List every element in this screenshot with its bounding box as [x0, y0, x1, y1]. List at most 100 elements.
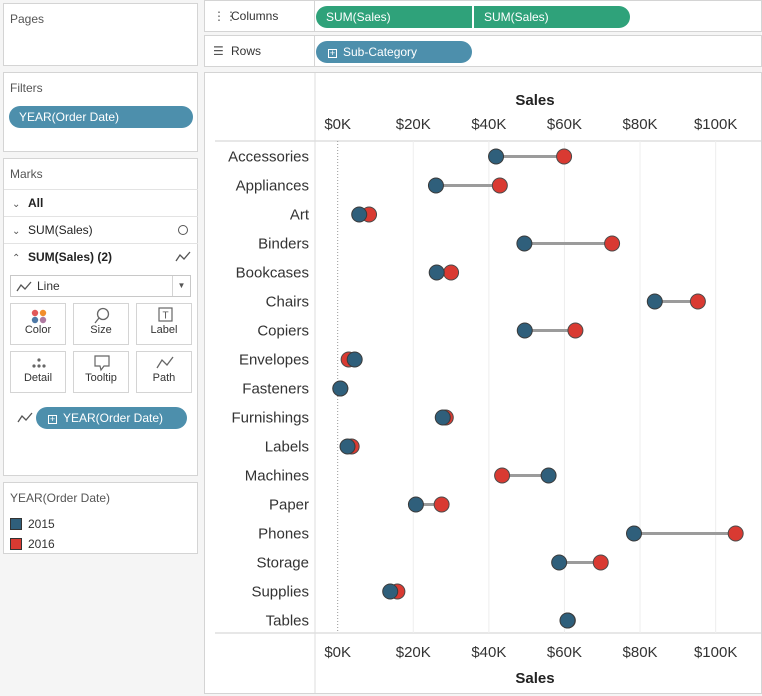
filters-title: Filters: [10, 81, 43, 95]
point-2015: [516, 235, 533, 252]
detail-icon: [32, 358, 46, 368]
tooltip-card[interactable]: Tooltip: [73, 351, 129, 393]
point-2016: [443, 264, 460, 281]
category-label: Phones: [258, 526, 309, 543]
line-mark-icon: [16, 281, 32, 292]
category-label: Labels: [265, 439, 309, 456]
point-2016: [604, 235, 621, 252]
legend-swatch-2016: [10, 538, 22, 550]
filter-pill-year[interactable]: YEAR(Order Date): [9, 106, 193, 128]
columns-shelf[interactable]: ⋮⋮Columns SUM(Sales) SUM(Sales): [204, 0, 762, 32]
marks-title: Marks: [10, 167, 43, 181]
category-label: Fasteners: [242, 381, 309, 398]
point-2016: [727, 525, 744, 542]
x-tick-label-top: $0K: [324, 116, 351, 133]
category-label: Tables: [266, 613, 309, 630]
chevron-down-icon: ⌄: [12, 199, 21, 210]
label-card[interactable]: T Label: [136, 303, 192, 345]
point-2016: [491, 177, 508, 194]
rows-pill-subcategory[interactable]: + Sub-Category: [316, 41, 472, 63]
marks-row-label: SUM(Sales): [28, 223, 93, 237]
marks-row-label: SUM(Sales) (2): [28, 250, 113, 264]
expand-icon: +: [328, 48, 337, 58]
columns-pill-sales-1[interactable]: SUM(Sales): [316, 6, 472, 28]
pages-panel: Pages: [3, 3, 198, 66]
rows-icon: ☰: [213, 44, 224, 58]
category-label: Accessories: [228, 149, 309, 166]
line-mark-icon: [175, 251, 191, 262]
columns-label-text: Columns: [231, 9, 279, 23]
path-pill-label: YEAR(Order Date): [63, 411, 164, 425]
x-axis-title-top: Sales: [515, 92, 554, 109]
tooltip-card-label: Tooltip: [85, 372, 117, 384]
expand-icon: +: [48, 414, 57, 424]
color-card-label: Color: [24, 324, 52, 336]
marks-row-all[interactable]: ⌄ All: [4, 189, 198, 216]
legend-label-2015: 2015: [28, 517, 55, 531]
point-2015: [339, 438, 356, 455]
chart-area: Accessories Appliances Art Binders Bookcases…: [204, 72, 762, 694]
color-dots-icon: [31, 309, 47, 324]
point-2015: [516, 322, 533, 339]
point-2016: [689, 293, 706, 310]
category-label: Art: [290, 207, 310, 224]
path-card[interactable]: Path: [136, 351, 192, 393]
point-2016: [494, 467, 511, 484]
rows-label-text: Rows: [231, 44, 262, 58]
mark-type-label: Line: [37, 279, 60, 293]
x-tick-label-bottom: $80K: [623, 644, 658, 661]
point-2015: [540, 467, 557, 484]
legend-title: YEAR(Order Date): [10, 491, 111, 505]
point-2015: [346, 351, 363, 368]
mark-type-dropdown[interactable]: Line ▼: [10, 275, 191, 297]
rows-shelf[interactable]: ☰ Rows + Sub-Category: [204, 35, 762, 67]
color-card[interactable]: Color: [10, 303, 66, 345]
x-tick-label-bottom: $60K: [547, 644, 582, 661]
circle-mark-icon: [178, 225, 188, 235]
svg-text:T: T: [162, 311, 168, 322]
columns-shelf-label: ⋮⋮Columns: [205, 1, 315, 31]
detail-card[interactable]: Detail: [10, 351, 66, 393]
legend-swatch-2015: [10, 518, 22, 530]
point-2015: [427, 177, 444, 194]
rows-shelf-label: ☰ Rows: [205, 36, 315, 66]
category-label: Binders: [258, 236, 309, 253]
point-2015: [434, 409, 451, 426]
legend-item-2016[interactable]: 2016: [10, 537, 55, 551]
point-2015: [559, 612, 576, 629]
x-axis-title-bottom: Sales: [515, 670, 554, 687]
marks-row-label: All: [28, 196, 44, 210]
size-card-label: Size: [90, 324, 112, 336]
marks-row-sum-sales-2[interactable]: ⌃ SUM(Sales) (2): [4, 243, 198, 270]
category-label: Supplies: [251, 584, 309, 601]
category-label: Copiers: [257, 323, 309, 340]
point-2015: [626, 525, 643, 542]
pages-title: Pages: [10, 12, 45, 26]
point-2015: [332, 380, 349, 397]
tooltip-icon: [94, 355, 110, 372]
columns-icon: ⋮⋮: [213, 9, 237, 23]
path-card-label: Path: [152, 372, 176, 384]
category-label: Appliances: [236, 178, 309, 195]
point-2015: [351, 206, 368, 223]
label-icon: T: [158, 307, 173, 322]
color-legend: YEAR(Order Date) 2015 2016: [3, 482, 198, 554]
path-pill-year[interactable]: + YEAR(Order Date): [36, 407, 187, 429]
chevron-down-icon: ⌄: [12, 226, 21, 237]
columns-pill-sales-2[interactable]: SUM(Sales): [474, 6, 630, 28]
size-card[interactable]: Size: [73, 303, 129, 345]
marks-row-sum-sales[interactable]: ⌄ SUM(Sales): [4, 216, 198, 243]
category-label: Furnishings: [231, 410, 309, 427]
category-label: Machines: [245, 468, 309, 485]
legend-item-2015[interactable]: 2015: [10, 517, 55, 531]
x-tick-label-bottom: $0K: [324, 644, 351, 661]
point-2016: [433, 496, 450, 513]
point-2016: [556, 148, 573, 165]
category-label: Bookcases: [236, 265, 309, 282]
size-icon: [94, 307, 110, 324]
point-2015: [382, 583, 399, 600]
x-tick-label-bottom: $40K: [471, 644, 506, 661]
detail-card-label: Detail: [23, 372, 53, 384]
x-tick-label-bottom: $20K: [396, 644, 431, 661]
x-tick-label-bottom: $100K: [694, 644, 737, 661]
